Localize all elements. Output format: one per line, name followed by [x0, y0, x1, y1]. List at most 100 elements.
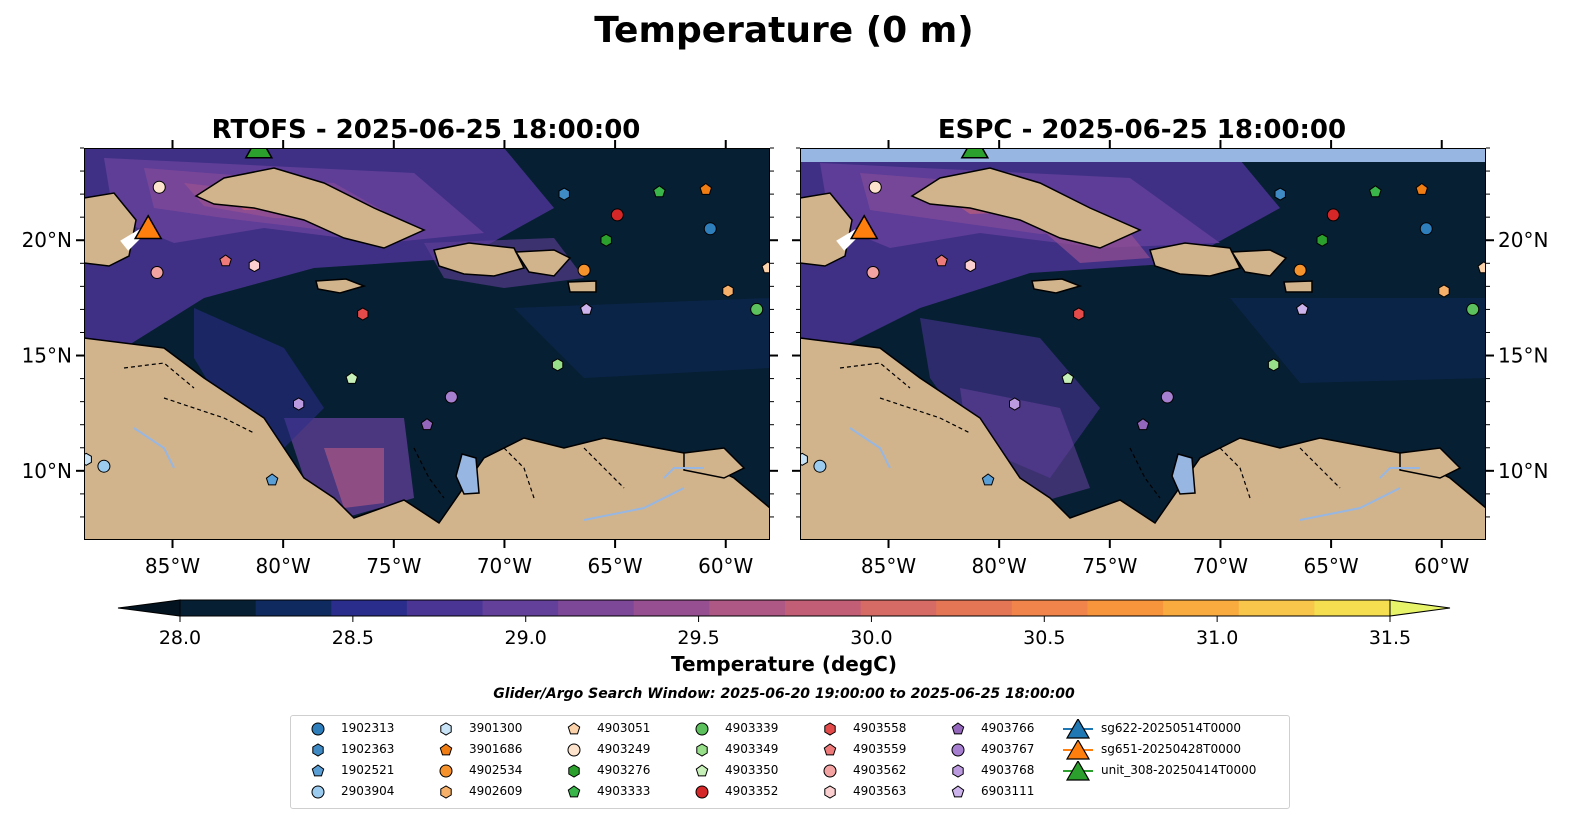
float-marker-1902313: [703, 222, 717, 236]
legend-marker: [695, 722, 709, 736]
legend-label: 1902521: [341, 763, 395, 777]
float-marker-4902609: [722, 284, 734, 298]
lon-tick-label: 65°W: [1303, 554, 1358, 578]
legend-symbol: [311, 785, 325, 799]
legend-label: 4903051: [597, 721, 651, 735]
float-markers: [800, 180, 1486, 486]
legend-marker: [1063, 761, 1093, 781]
legend-label: 4903339: [725, 721, 779, 735]
colorbar-segment: [785, 600, 862, 616]
lat-tick-label: 20°N: [1498, 228, 1548, 252]
lon-tick-label: 85°W: [861, 554, 916, 578]
legend-symbol: [311, 722, 325, 736]
lon-tick-label: 65°W: [587, 554, 642, 578]
colorbar-segment: [406, 600, 483, 616]
legend-marker: [824, 785, 836, 799]
legend-label: 4903276: [597, 763, 651, 777]
legend-marker: [952, 764, 964, 778]
legend-symbol: [440, 785, 452, 799]
colorbar-label: Temperature (degC): [671, 652, 897, 676]
legend-marker: [567, 743, 581, 757]
colorbar-tick-label: 30.0: [850, 627, 892, 649]
float-marker-4903767: [1160, 390, 1174, 404]
figure-title: Temperature (0 m): [594, 10, 973, 51]
legend-symbol: [823, 743, 837, 756]
legend-marker: [824, 722, 836, 736]
colorbar-segment: [633, 600, 710, 616]
lon-tick-label: 85°W: [145, 554, 200, 578]
float-marker-4902534: [1293, 263, 1307, 277]
legend-label: 4902609: [469, 784, 523, 798]
lon-tick-label: 80°W: [256, 554, 311, 578]
borders: [839, 362, 1341, 499]
map-espc[interactable]: [797, 135, 1490, 540]
legend-label: 4903559: [853, 742, 907, 756]
legend-marker: [951, 743, 965, 757]
lon-tick-label: 60°W: [1414, 554, 1469, 578]
colorbar-segment: [1087, 600, 1164, 616]
glider-markers: [836, 148, 990, 251]
legend-label: sg622-20250514T0000: [1101, 721, 1242, 735]
legend-marker: [439, 764, 453, 778]
legend-label: 3901300: [469, 721, 523, 735]
float-marker-4903276: [1316, 233, 1328, 247]
float-marker-3901686: [699, 182, 713, 195]
no-data-band: [800, 148, 1486, 162]
float-marker-4903768: [1009, 397, 1021, 411]
colorbar-segment: [1314, 600, 1391, 616]
colorbar-ticks: 28.0 28.5 29.0 29.5 30.0 30.5 31.0 31.5: [159, 616, 1411, 649]
legend-marker: [312, 743, 324, 757]
lon-tick-label: 80°W: [972, 554, 1027, 578]
legend-label: 4903352: [725, 784, 779, 798]
colorbar-segment: [936, 600, 1013, 616]
axis-ticks-rtofs: 85°W 80°W 75°W 70°W 65°W 60°W 10°N 15°N 20°N: [22, 140, 778, 578]
float-marker-6903111: [1296, 302, 1309, 315]
colorbar-tick-label: 31.5: [1369, 627, 1411, 649]
legend-marker: [440, 785, 452, 799]
float-marker-4903352: [610, 208, 624, 222]
colorbar-segment: [180, 600, 257, 616]
legend-symbol: [567, 743, 581, 757]
colorbar-tick-label: 29.5: [677, 627, 719, 649]
float-marker-4903558: [357, 307, 369, 321]
legend-marker: [567, 785, 581, 798]
colorbar-segment: [1163, 600, 1240, 616]
legend-marker: [567, 722, 581, 735]
panel-title-espc: ESPC - 2025-06-25 18:00:00: [938, 115, 1346, 145]
float-marker-4903562: [866, 266, 880, 280]
legend-triangle: [1065, 740, 1091, 760]
glider-markers: [120, 148, 274, 251]
float-marker-4903333: [1369, 185, 1382, 198]
lon-tick-label: 60°W: [698, 554, 753, 578]
lat-tick-label: 10°N: [22, 459, 72, 483]
float-marker-4903249: [152, 180, 166, 194]
colorbar-segment: [1238, 600, 1315, 616]
lon-tick-label: 75°W: [366, 554, 421, 578]
legend-symbol: [951, 722, 965, 735]
legend-symbol: [311, 764, 325, 777]
float-marker-1902521: [981, 473, 995, 486]
float-marker-4902534: [577, 263, 591, 277]
legend-label: 1902313: [341, 721, 395, 735]
legend-symbol: [695, 722, 709, 736]
colorbar-under-arrow: [117, 599, 181, 617]
float-marker-4903339: [750, 302, 764, 316]
legend-label: 4903563: [853, 784, 907, 798]
legend-symbol: [440, 722, 452, 736]
float-marker-4903051: [761, 261, 770, 274]
colorbar-segment: [1011, 600, 1088, 616]
float-marker-4903559: [219, 254, 232, 267]
lat-tick-label: 20°N: [22, 228, 72, 252]
legend-label: 4903766: [981, 721, 1035, 735]
lat-tick-label: 15°N: [22, 344, 72, 368]
colorbar-tick-label: 28.0: [159, 627, 201, 649]
panel-rtofs: RTOFS - 2025-06-25 18:00:00: [22, 115, 778, 578]
map-rtofs[interactable]: [81, 135, 774, 540]
legend-marker: [1063, 740, 1093, 760]
legend-marker: [311, 764, 325, 777]
legend-label: unit_308-20250414T0000: [1101, 763, 1257, 777]
colorbar-segments: [179, 599, 1391, 617]
legend-marker: [1063, 719, 1093, 739]
legend-symbol: [824, 722, 836, 736]
legend-marker: [951, 722, 965, 735]
